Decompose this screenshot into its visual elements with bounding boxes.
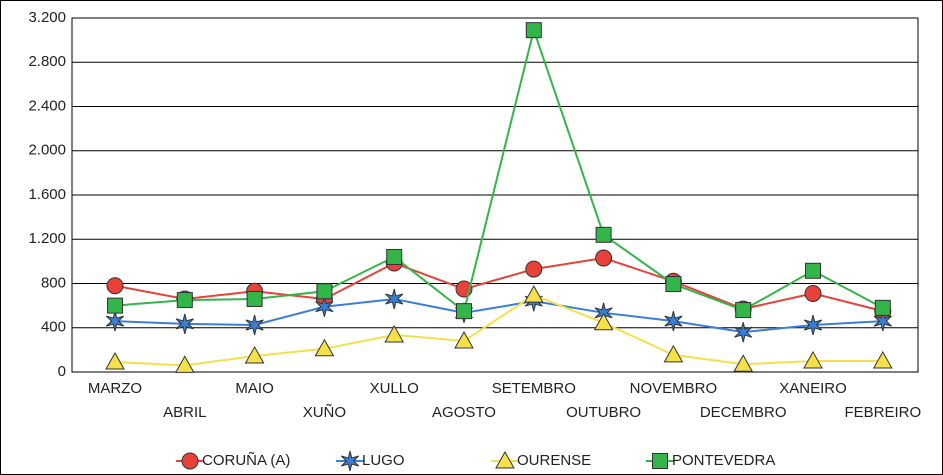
marker — [386, 248, 403, 265]
marker — [664, 310, 683, 332]
plot-frame — [71, 17, 919, 373]
marker — [663, 344, 684, 363]
x-tick-label: ABRIL — [163, 404, 206, 421]
y-tick-label: 2.800 — [28, 53, 66, 70]
marker — [734, 322, 753, 343]
marker — [244, 345, 265, 364]
y-tick-label: 400 — [41, 319, 66, 336]
marker — [804, 284, 822, 302]
marker — [665, 276, 682, 293]
marker — [525, 260, 543, 278]
y-tick-label: 3.200 — [28, 9, 66, 26]
x-tick-label: SETEMBRO — [492, 380, 576, 397]
marker — [246, 290, 263, 307]
marker — [107, 297, 123, 314]
series-line — [114, 297, 883, 334]
marker — [105, 310, 125, 332]
x-tick-label: XUÑO — [303, 404, 346, 421]
marker — [314, 338, 335, 357]
x-tick-label: DECEMBRO — [700, 404, 787, 421]
marker — [174, 355, 195, 373]
x-tick-label: OUTUBRO — [566, 404, 641, 421]
marker — [176, 292, 193, 309]
y-tick-label: 800 — [41, 274, 66, 291]
marker — [316, 283, 333, 300]
legend-label: OURENSE — [517, 452, 591, 469]
y-tick-label: 0 — [58, 363, 66, 380]
marker — [105, 352, 125, 370]
y-tick-label: 1.200 — [28, 230, 66, 247]
legend-marker — [652, 453, 668, 469]
x-tick-label: AGOSTO — [432, 404, 496, 421]
legend-label: LUGO — [362, 452, 405, 469]
marker — [595, 226, 612, 243]
legend-marker — [495, 450, 515, 469]
marker — [735, 302, 752, 319]
marker — [454, 331, 474, 349]
marker — [385, 288, 404, 310]
legend-label: CORUÑA (A) — [202, 452, 290, 469]
marker — [593, 312, 614, 331]
y-tick-label: 2.400 — [28, 97, 66, 114]
marker — [523, 285, 544, 303]
series-line — [114, 257, 884, 313]
series-line — [114, 293, 883, 367]
legend-marker — [340, 450, 360, 472]
marker — [874, 299, 891, 316]
legend-label: PONTEVEDRA — [672, 452, 775, 469]
marker — [803, 350, 823, 369]
marker — [803, 314, 823, 336]
marker — [805, 262, 821, 279]
marker — [525, 22, 542, 39]
marker — [872, 350, 893, 369]
marker — [315, 296, 334, 317]
marker — [456, 303, 472, 320]
x-tick-label: XANEIRO — [779, 380, 847, 397]
x-tick-label: MARZO — [88, 380, 142, 397]
marker — [384, 324, 405, 343]
marker — [175, 313, 194, 335]
marker — [245, 314, 264, 336]
x-tick-label: FEBREIRO — [844, 404, 921, 421]
y-tick-label: 2.000 — [28, 142, 66, 159]
marker — [733, 354, 754, 372]
y-tick-label: 1.600 — [28, 186, 66, 203]
legend-marker — [181, 452, 199, 470]
x-tick-label: MAIO — [235, 380, 273, 397]
series-line — [114, 26, 884, 313]
marker — [106, 277, 124, 295]
marker — [873, 310, 892, 332]
marker — [595, 249, 613, 267]
x-tick-label: NOVEMBRO — [630, 380, 718, 397]
x-tick-label: XULLO — [370, 380, 419, 397]
